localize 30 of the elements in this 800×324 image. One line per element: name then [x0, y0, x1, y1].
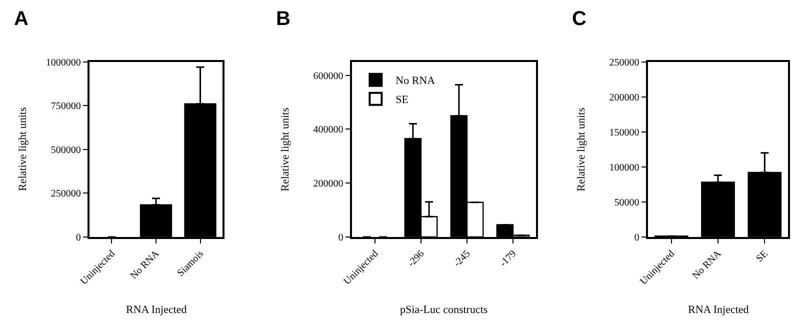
chart-title: B	[276, 8, 290, 30]
y-axis-title: Relative light units	[280, 108, 292, 192]
y-tick-label: 250000	[609, 57, 640, 68]
y-tick-label: 750000	[50, 101, 81, 112]
y-axis-title: Relative light units	[576, 108, 588, 192]
y-tick-label: 1000000	[46, 57, 81, 68]
y-tick-label: 200000	[313, 178, 344, 190]
y-tick-label: 400000	[313, 124, 344, 136]
y-tick-label: 0	[76, 232, 81, 244]
y-tick-label: 100000	[609, 162, 640, 174]
y-tick-label: 0	[338, 232, 344, 244]
x-axis-title: RNA Injected	[126, 304, 188, 316]
x-tick-label: SE	[754, 248, 770, 265]
x-tick-label: -179	[498, 248, 519, 270]
y-tick-label: 250000	[50, 188, 81, 200]
x-axis-title: RNA Injected	[688, 304, 750, 316]
legend-label: SE	[396, 94, 409, 106]
y-tick-label: 0	[634, 232, 640, 244]
y-tick-label: 600000	[313, 70, 344, 82]
chart-title: A	[14, 8, 28, 30]
y-axis-title: Relative light units	[17, 107, 30, 191]
y-tick-label: 200000	[609, 92, 640, 104]
x-axis-title: pSia-Luc constructs	[400, 304, 488, 316]
y-tick-label: 150000	[609, 127, 640, 138]
y-tick-label: 50000	[614, 197, 640, 208]
x-tick-label: -296	[406, 248, 427, 270]
x-tick-label: -245	[452, 248, 473, 270]
y-tick-label: 500000	[50, 144, 81, 156]
chart-title: C	[572, 8, 586, 30]
legend-label: No RNA	[396, 75, 436, 88]
